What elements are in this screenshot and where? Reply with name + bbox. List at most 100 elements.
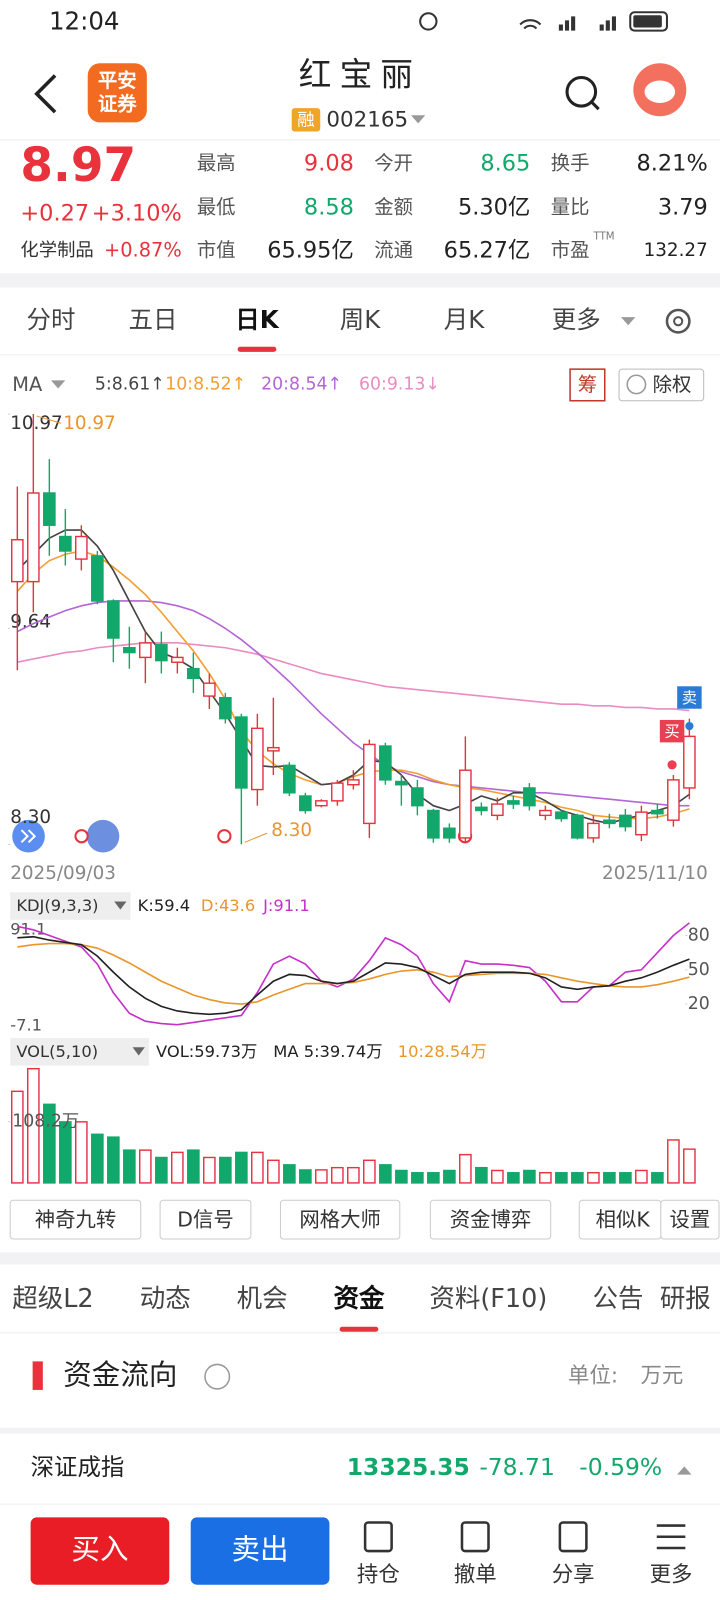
- volume-bar: [123, 1149, 136, 1184]
- candle-body: [107, 600, 120, 639]
- buy-signal: [659, 719, 685, 743]
- detail-tab[interactable]: 动态: [140, 1284, 191, 1314]
- kdj-tick-label: 80: [688, 926, 710, 946]
- event-marker: [74, 829, 89, 844]
- tool-button[interactable]: [279, 1199, 401, 1240]
- tool-button-text[interactable]: 网格大师: [299, 1208, 381, 1232]
- stat-label: 今开: [374, 152, 413, 175]
- tool-button-text[interactable]: 资金博弈: [450, 1208, 532, 1232]
- more-dropdown[interactable]: [621, 317, 636, 326]
- volume-bar: [635, 1169, 648, 1184]
- tool-button-text[interactable]: 相似K: [596, 1208, 651, 1232]
- detail-tab[interactable]: 研报: [660, 1284, 711, 1314]
- section-marker: [32, 1361, 43, 1390]
- more-icon[interactable]: [656, 1524, 686, 1550]
- tool-button-text[interactable]: 设置: [670, 1208, 711, 1232]
- info-icon[interactable]: [204, 1363, 231, 1390]
- detail-tab[interactable]: 超级L2: [12, 1284, 93, 1314]
- period-tab[interactable]: 更多: [552, 305, 601, 334]
- volume-bar: [75, 1121, 88, 1184]
- volume-bar: [459, 1153, 472, 1184]
- low-pointer: [244, 832, 268, 843]
- holdings-icon[interactable]: [363, 1521, 393, 1553]
- candle-body: [539, 809, 552, 817]
- sell-signal: [677, 686, 702, 709]
- kdj-selector-text[interactable]: KDJ(9,3,3): [16, 896, 98, 915]
- adjust-button-text[interactable]: 除权: [653, 373, 692, 396]
- stat-label: 量比: [551, 196, 590, 219]
- volume-bar: [107, 1136, 120, 1184]
- candle-body: [683, 735, 696, 789]
- stat-value: 65.27亿: [444, 237, 531, 263]
- tool-button[interactable]: [159, 1199, 252, 1240]
- index-name: 深证成指: [31, 1453, 125, 1481]
- tool-button-text[interactable]: 神奇九转: [35, 1208, 117, 1232]
- candle-body: [443, 827, 456, 839]
- sell-button-text[interactable]: 卖出: [232, 1532, 289, 1566]
- detail-tab[interactable]: 资料(F10): [429, 1284, 547, 1314]
- back-button[interactable]: [34, 74, 57, 114]
- broker-logo: [87, 63, 147, 123]
- period-tab[interactable]: 周K: [340, 305, 381, 334]
- action-label[interactable]: 分享: [552, 1563, 595, 1588]
- candle-body: [459, 769, 472, 839]
- period-tab[interactable]: 月K: [444, 305, 485, 334]
- volume-bar: [11, 1090, 24, 1184]
- chip-button[interactable]: [569, 368, 606, 402]
- kdj-selector[interactable]: [10, 892, 131, 920]
- kdj-readout: J:91.1: [262, 896, 310, 915]
- detail-tab[interactable]: 资金: [333, 1284, 384, 1314]
- stat-value: 8.58: [304, 195, 354, 221]
- share-icon[interactable]: [558, 1521, 588, 1553]
- period-tab[interactable]: 分时: [27, 305, 76, 334]
- unit-label: 单位:: [568, 1364, 618, 1389]
- index-expand[interactable]: [677, 1466, 692, 1475]
- detail-tab[interactable]: 机会: [237, 1284, 288, 1314]
- chip-button-text[interactable]: 筹: [578, 373, 597, 396]
- candle-body: [251, 727, 264, 791]
- volume-bar: [619, 1172, 632, 1184]
- candle-body: [667, 779, 680, 821]
- action-label[interactable]: 更多: [650, 1563, 693, 1588]
- vol-selector-text[interactable]: VOL(5,10): [16, 1042, 98, 1061]
- stat-value: 5.30亿: [458, 195, 530, 221]
- cancel-icon[interactable]: [460, 1521, 490, 1553]
- candle-body: [475, 806, 488, 812]
- ma-dropdown[interactable]: [50, 380, 66, 389]
- search-button[interactable]: [565, 75, 598, 108]
- action-label[interactable]: 撤单: [454, 1563, 497, 1588]
- stat-label: 换手: [551, 152, 590, 175]
- buy-button[interactable]: [30, 1517, 170, 1585]
- period-tab[interactable]: 五日: [129, 305, 178, 334]
- volume-bar: [203, 1156, 216, 1184]
- volume-bar: [251, 1151, 264, 1184]
- volume-bar: [347, 1166, 360, 1184]
- stat-label: 市值: [197, 238, 236, 261]
- sector-change: +0.87%: [104, 238, 182, 261]
- tool-button-text[interactable]: D信号: [177, 1208, 233, 1232]
- candle-body: [219, 696, 232, 720]
- detail-tab[interactable]: 公告: [593, 1284, 644, 1314]
- index-change-pct: -0.59%: [579, 1453, 662, 1481]
- kdj-min-label: -7.1: [10, 1015, 42, 1034]
- vol-selector[interactable]: [10, 1038, 149, 1066]
- action-label[interactable]: 持仓: [357, 1563, 400, 1588]
- candle-body: [347, 779, 360, 786]
- sell-button[interactable]: [190, 1517, 330, 1585]
- stat-label: 金额: [374, 196, 413, 219]
- divider-band: [0, 273, 720, 288]
- tool-button[interactable]: [660, 1199, 720, 1240]
- stat-label-sup: TTM: [593, 232, 615, 243]
- code-dropdown[interactable]: [410, 115, 426, 124]
- search-handle: [590, 100, 600, 111]
- fullscreen-button[interactable]: [86, 819, 120, 853]
- price-change: +0.27: [20, 201, 89, 227]
- stat-value: 8.21%: [637, 151, 708, 177]
- tool-button[interactable]: [9, 1199, 142, 1240]
- divider-band: [0, 1427, 720, 1434]
- buy-button-text[interactable]: 买入: [71, 1532, 128, 1566]
- period-tab[interactable]: 日K: [235, 305, 279, 334]
- tool-button[interactable]: [429, 1199, 552, 1240]
- settings-button[interactable]: [665, 308, 691, 334]
